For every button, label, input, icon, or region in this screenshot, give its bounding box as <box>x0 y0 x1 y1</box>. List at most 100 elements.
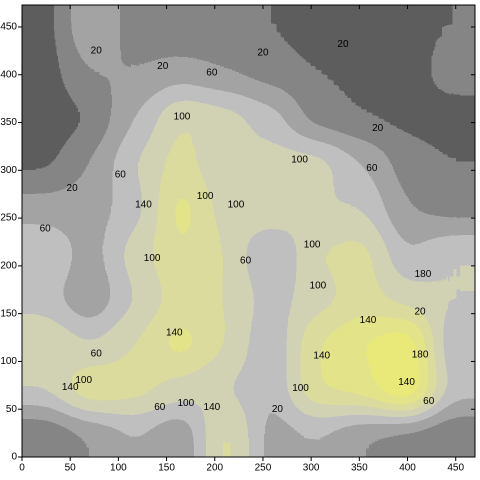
field-cell <box>112 366 159 413</box>
field-cell <box>112 140 159 187</box>
field-cell <box>157 321 204 368</box>
contour-label: 60 <box>423 396 435 407</box>
field-cell <box>157 231 204 277</box>
contour-label: 60 <box>240 256 252 267</box>
field-cell <box>112 50 159 96</box>
y-tick-label: 250 <box>0 213 17 224</box>
field-cell <box>203 321 249 368</box>
field-cell <box>157 5 204 51</box>
field-cell <box>339 140 385 187</box>
field-cell <box>112 185 159 232</box>
field-cell <box>339 366 385 413</box>
x-tick-label: 200 <box>206 463 223 474</box>
contour-label: 20 <box>414 306 426 317</box>
field-cell <box>203 185 249 232</box>
field-cell <box>429 231 475 277</box>
contour-label: 180 <box>412 349 429 360</box>
contour-label: 140 <box>313 350 330 361</box>
field-cell <box>112 276 159 322</box>
field-cell <box>248 95 295 142</box>
field-cell <box>293 140 340 187</box>
contour-label: 20 <box>157 61 169 72</box>
field-cell <box>293 276 340 322</box>
field-cell <box>248 411 295 457</box>
field-cell <box>157 95 204 142</box>
field-cell <box>429 95 475 142</box>
field-cell <box>384 276 431 322</box>
field-cell <box>203 276 249 322</box>
contour-label: 100 <box>144 253 161 264</box>
y-tick-label: 450 <box>0 22 17 33</box>
field-cell <box>339 276 385 322</box>
contour-label: 20 <box>91 46 103 57</box>
field-cell <box>384 140 431 187</box>
field-cell <box>429 50 475 96</box>
field-cell <box>157 276 204 322</box>
field-cell <box>429 185 475 232</box>
field-cell <box>293 95 340 142</box>
contour-label: 180 <box>415 269 432 280</box>
contour-label: 140 <box>166 327 183 338</box>
field-cell <box>293 321 340 368</box>
y-tick-label: 100 <box>0 356 17 367</box>
y-tick-label: 50 <box>6 404 18 415</box>
field-cell <box>67 50 114 96</box>
field-cell <box>112 5 159 51</box>
contour-label: 20 <box>257 47 269 58</box>
field-cell <box>429 321 475 368</box>
field-cell <box>384 366 431 413</box>
x-tick-label: 50 <box>65 463 77 474</box>
field-cell <box>248 276 295 322</box>
y-tick-label: 150 <box>0 308 17 319</box>
field-cell <box>384 5 431 51</box>
field-cell <box>293 5 340 51</box>
contour-label: 60 <box>115 170 127 181</box>
contour-label: 20 <box>67 183 79 194</box>
field-cell <box>22 276 68 322</box>
field-cell <box>203 411 249 457</box>
field-cell <box>293 411 340 457</box>
field-cell <box>248 231 295 277</box>
field-cell <box>22 411 68 457</box>
field-cell <box>112 95 159 142</box>
y-tick-label: 350 <box>0 117 17 128</box>
contour-label: 140 <box>135 199 152 210</box>
y-tick-label: 200 <box>0 261 17 272</box>
field-cell <box>67 140 114 187</box>
field-cell <box>203 366 249 413</box>
field-cell <box>429 276 475 322</box>
field-cell <box>203 50 249 96</box>
field-cell <box>22 366 68 413</box>
contour-label: 100 <box>178 398 195 409</box>
field-cell <box>67 366 114 413</box>
field-cell <box>384 231 431 277</box>
field-cell <box>339 185 385 232</box>
field-cell <box>248 50 295 96</box>
field-cell <box>112 321 159 368</box>
contour-label: 100 <box>291 154 308 165</box>
contour-label: 60 <box>366 163 378 174</box>
y-tick-label: 400 <box>0 69 17 80</box>
field-cell <box>112 231 159 277</box>
field-cell <box>203 95 249 142</box>
field-cell <box>22 185 68 232</box>
field-cell <box>157 366 204 413</box>
contour-label: 100 <box>304 239 321 250</box>
contour-label: 140 <box>62 382 79 393</box>
contour-label: 20 <box>372 123 384 134</box>
field-cell <box>248 366 295 413</box>
field-cell <box>203 140 249 187</box>
field-cell <box>293 231 340 277</box>
field-cell <box>384 50 431 96</box>
field-cell <box>112 411 159 457</box>
axes: 0 50 100 150 200 250 300 350 400 450 0 50 100 150 200 2… <box>0 5 475 474</box>
field-cell <box>22 50 68 96</box>
x-tick-label: 400 <box>399 463 416 474</box>
contour-label: 100 <box>174 111 191 122</box>
field-cell <box>429 366 475 413</box>
field-cell <box>157 140 204 187</box>
field-cell <box>22 321 68 368</box>
field-cell <box>67 5 114 51</box>
